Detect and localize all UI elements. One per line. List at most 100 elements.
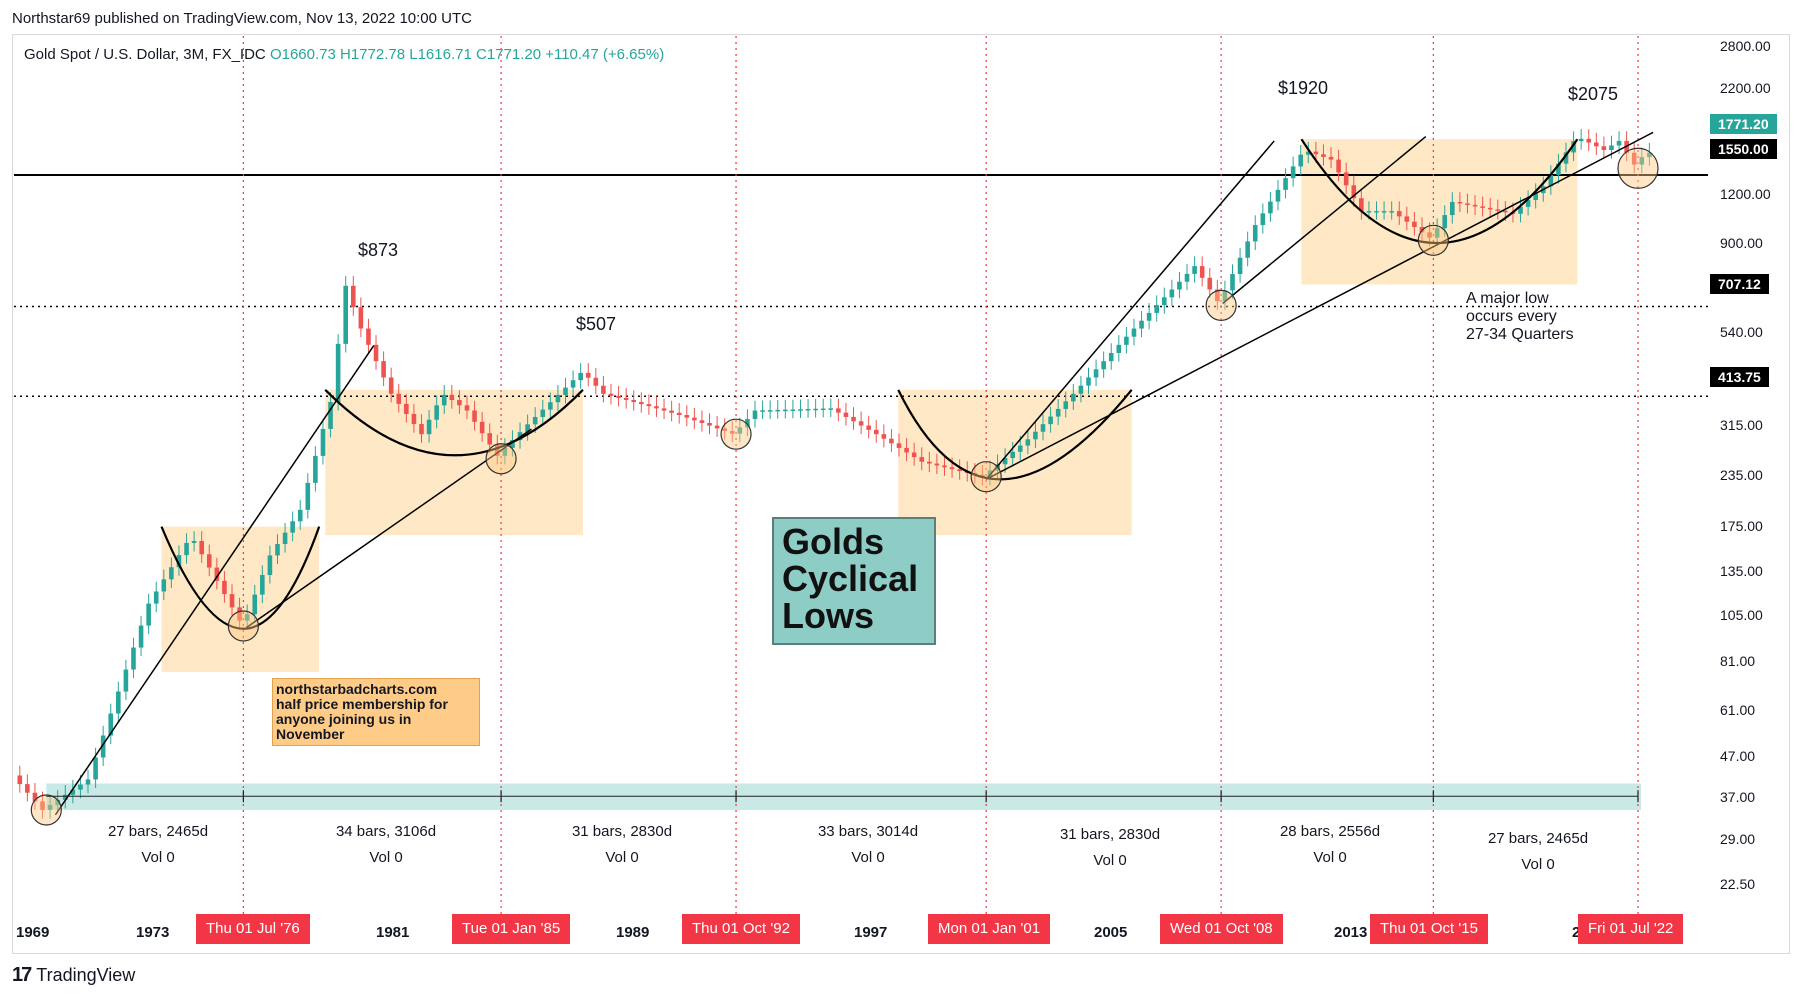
trendline (245, 428, 532, 629)
candle-body (1548, 174, 1554, 187)
price-tick: 22.50 (1720, 876, 1756, 892)
price-tick: 315.00 (1720, 417, 1763, 433)
cycle-bars: 31 bars, 2830d (571, 823, 673, 840)
candle-body (62, 794, 68, 800)
candle-body (1010, 451, 1015, 459)
candle-body (184, 542, 189, 556)
candle-body (1063, 401, 1069, 409)
candle-body (1313, 151, 1319, 155)
candle-body (222, 580, 227, 595)
candle-body (1192, 266, 1197, 274)
candle-body (1040, 424, 1046, 432)
candle-body (457, 400, 462, 406)
candle-body (366, 328, 371, 345)
cycle-low-marker (227, 610, 259, 642)
cycle-vol: Vol 0 (851, 849, 885, 866)
candle-body (1601, 146, 1607, 151)
candle-body (388, 377, 394, 394)
candle-body (783, 409, 788, 412)
candle-body (244, 614, 250, 621)
candle-body (570, 380, 576, 388)
cycle-low-marker (485, 443, 517, 475)
candle-body (1533, 193, 1538, 201)
candle-body (1131, 328, 1137, 337)
candle-body (1434, 228, 1440, 238)
candle-body (934, 463, 940, 466)
tradingview-wordmark: TradingView (36, 965, 136, 985)
candle-body (1450, 201, 1455, 216)
candle-body (260, 575, 265, 595)
candle-body (373, 344, 379, 362)
title-line: Golds (782, 521, 885, 562)
title-line: Lows (782, 595, 875, 636)
candle-body (320, 428, 326, 456)
candle-body (78, 784, 83, 790)
candle-body (1647, 152, 1652, 158)
symbol-name: Gold Spot / U.S. Dollar, 3M, FX_IDC (24, 46, 266, 63)
cycle-measure: 31 bars, 2830d Vol 0 (1030, 826, 1190, 869)
candle-body (889, 438, 894, 444)
candle-body (1275, 189, 1281, 202)
ohlc-change: +110.47 (+6.65%) (545, 46, 665, 63)
trendline (985, 131, 1654, 480)
price-tick: 175.00 (1720, 518, 1763, 534)
ohlc-high: H1772.78 (340, 46, 406, 63)
ohlc-low: L1616.71 (409, 46, 472, 63)
date-tag: Thu 01 Jul '76 (196, 914, 310, 944)
year-tick: 1981 (376, 924, 410, 941)
candle-body (153, 591, 159, 604)
candle-body (1222, 290, 1228, 302)
candle-body (1290, 166, 1296, 179)
price-tag-level: 707.12 (1710, 274, 1769, 294)
candle-body (404, 403, 409, 414)
candle-body (1465, 203, 1470, 205)
candle-body (199, 541, 204, 555)
candle-body (25, 784, 30, 793)
symbol-legend: Gold Spot / U.S. Dollar, 3M, FX_IDC O166… (24, 46, 664, 63)
cycle-measure: 27 bars, 2465d Vol 0 (1458, 830, 1618, 873)
candle-body (123, 669, 129, 692)
candle-body (426, 419, 432, 435)
candle-body (790, 409, 796, 411)
candle-body (464, 405, 470, 411)
cycle-low-marker (720, 418, 752, 450)
date-tag: Tue 01 Jan '85 (452, 914, 571, 944)
ohlc-close: C1771.20 (475, 46, 542, 63)
candle-body (1503, 210, 1508, 213)
candle-body (601, 385, 606, 394)
cycle-measure: 28 bars, 2556d Vol 0 (1250, 823, 1410, 866)
year-tick: 1973 (136, 924, 170, 941)
candle-body (510, 440, 515, 448)
promo-line: northstarbadcharts.com (276, 681, 438, 697)
cycle-note-line: 27-34 Quarters (1466, 326, 1574, 343)
price-tick: 2800.00 (1720, 38, 1771, 54)
candle-body (138, 625, 144, 648)
trendline (54, 345, 375, 816)
candle-body (411, 413, 417, 425)
tradingview-logo[interactable]: 17 TradingView (12, 964, 135, 987)
cycle-bars: 27 bars, 2465d (107, 823, 209, 840)
candle-body (851, 416, 856, 422)
price-tick: 235.00 (1720, 467, 1763, 483)
candle-body (1199, 266, 1205, 278)
price-tag-level: 1550.00 (1710, 139, 1777, 159)
candle-body (1124, 336, 1129, 345)
candle-body (1427, 232, 1432, 238)
promo-box: northstarbadcharts.com half price member… (272, 678, 480, 746)
candle-body (684, 415, 690, 418)
title-line: Cyclical (782, 558, 919, 599)
candle-body (517, 432, 523, 441)
candle-body (1237, 257, 1243, 275)
candle-body (1245, 241, 1250, 258)
candle-body (873, 429, 879, 435)
candle-body (350, 285, 356, 308)
cycle-low-marker (1417, 224, 1449, 256)
year-tick: 1969 (16, 924, 50, 941)
date-tag: Thu 01 Oct '15 (1370, 914, 1488, 944)
cup-zone (325, 389, 583, 536)
price-tick: 900.00 (1720, 235, 1763, 251)
cycle-vol: Vol 0 (1093, 852, 1127, 869)
cup-arc (324, 389, 584, 457)
trendline (1222, 136, 1427, 305)
